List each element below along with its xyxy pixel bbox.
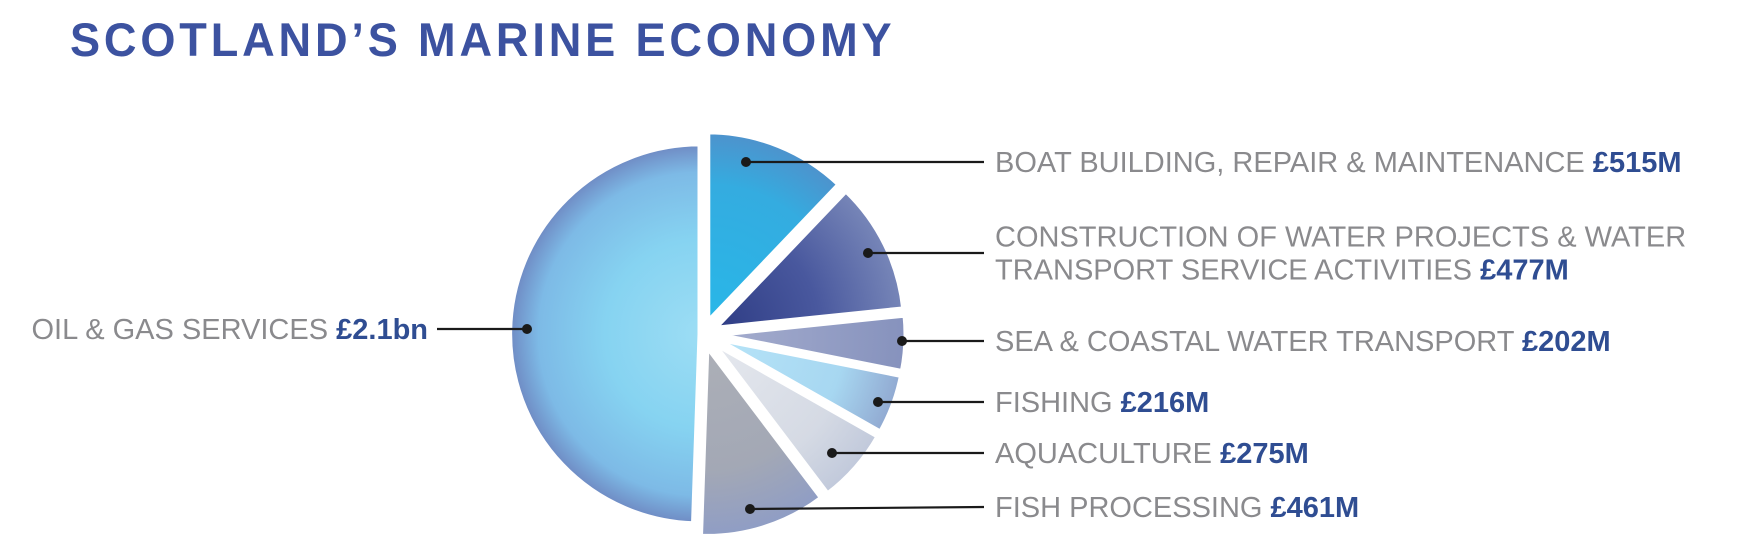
label-run-fishing: £216M: [1121, 387, 1210, 419]
label-run-boat-building: BOAT BUILDING, REPAIR & MAINTENANCE: [995, 147, 1593, 179]
label-fishing: FISHING £216M: [995, 387, 1209, 419]
leader-dot-construction-water: [863, 248, 873, 258]
label-run-oil-gas: OIL & GAS SERVICES: [32, 314, 337, 346]
leader-dot-oil-gas: [522, 324, 532, 334]
label-run-construction-water: TRANSPORT SERVICE ACTIVITIES: [995, 255, 1480, 287]
label-run-sea-coastal: £202M: [1522, 326, 1611, 358]
label-boat-building: BOAT BUILDING, REPAIR & MAINTENANCE £515…: [995, 147, 1682, 179]
label-sea-coastal: SEA & COASTAL WATER TRANSPORT £202M: [995, 326, 1611, 358]
leader-line-fish-processing: [749, 505, 985, 511]
segment-labels: BOAT BUILDING, REPAIR & MAINTENANCE £515…: [32, 147, 1687, 524]
chart-title: SCOTLAND’S MARINE ECONOMY: [70, 13, 896, 66]
label-run-construction-water: £477M: [1480, 255, 1569, 287]
leader-dot-sea-coastal: [897, 336, 907, 346]
label-run-oil-gas: £2.1bn: [336, 314, 428, 346]
leader-lines: [437, 157, 985, 514]
label-run-fishing: FISHING: [995, 387, 1121, 419]
pie-slices: [507, 129, 909, 539]
leader-dot-fish-processing: [745, 504, 755, 514]
label-run-fish-processing: £461M: [1271, 492, 1360, 524]
label-run-aquaculture: AQUACULTURE: [995, 438, 1220, 470]
pie-slice-oil-gas: [507, 141, 703, 527]
label-run-aquaculture: £275M: [1220, 438, 1309, 470]
label-run-sea-coastal: SEA & COASTAL WATER TRANSPORT: [995, 326, 1522, 358]
pie-slice-construction-water: [712, 188, 907, 331]
label-aquaculture: AQUACULTURE £275M: [995, 438, 1309, 470]
label-oil-gas: OIL & GAS SERVICES £2.1bn: [32, 314, 429, 346]
label-fish-processing: FISH PROCESSING £461M: [995, 492, 1359, 524]
pie-slice-fish-processing: [698, 343, 825, 539]
leader-dot-aquaculture: [827, 448, 837, 458]
label-run-construction-water: CONSTRUCTION OF WATER PROJECTS & WATER: [995, 222, 1686, 254]
leader-dot-boat-building: [741, 157, 751, 167]
leader-dot-fishing: [873, 397, 883, 407]
pie-slice-boat-building: [705, 129, 842, 325]
label-construction-water: CONSTRUCTION OF WATER PROJECTS & WATER TR…: [995, 222, 1686, 287]
label-run-boat-building: £515M: [1593, 147, 1682, 179]
label-run-fish-processing: FISH PROCESSING: [995, 492, 1271, 524]
pie-slice-fishing: [712, 336, 904, 435]
pie-slice-aquaculture: [710, 340, 881, 497]
